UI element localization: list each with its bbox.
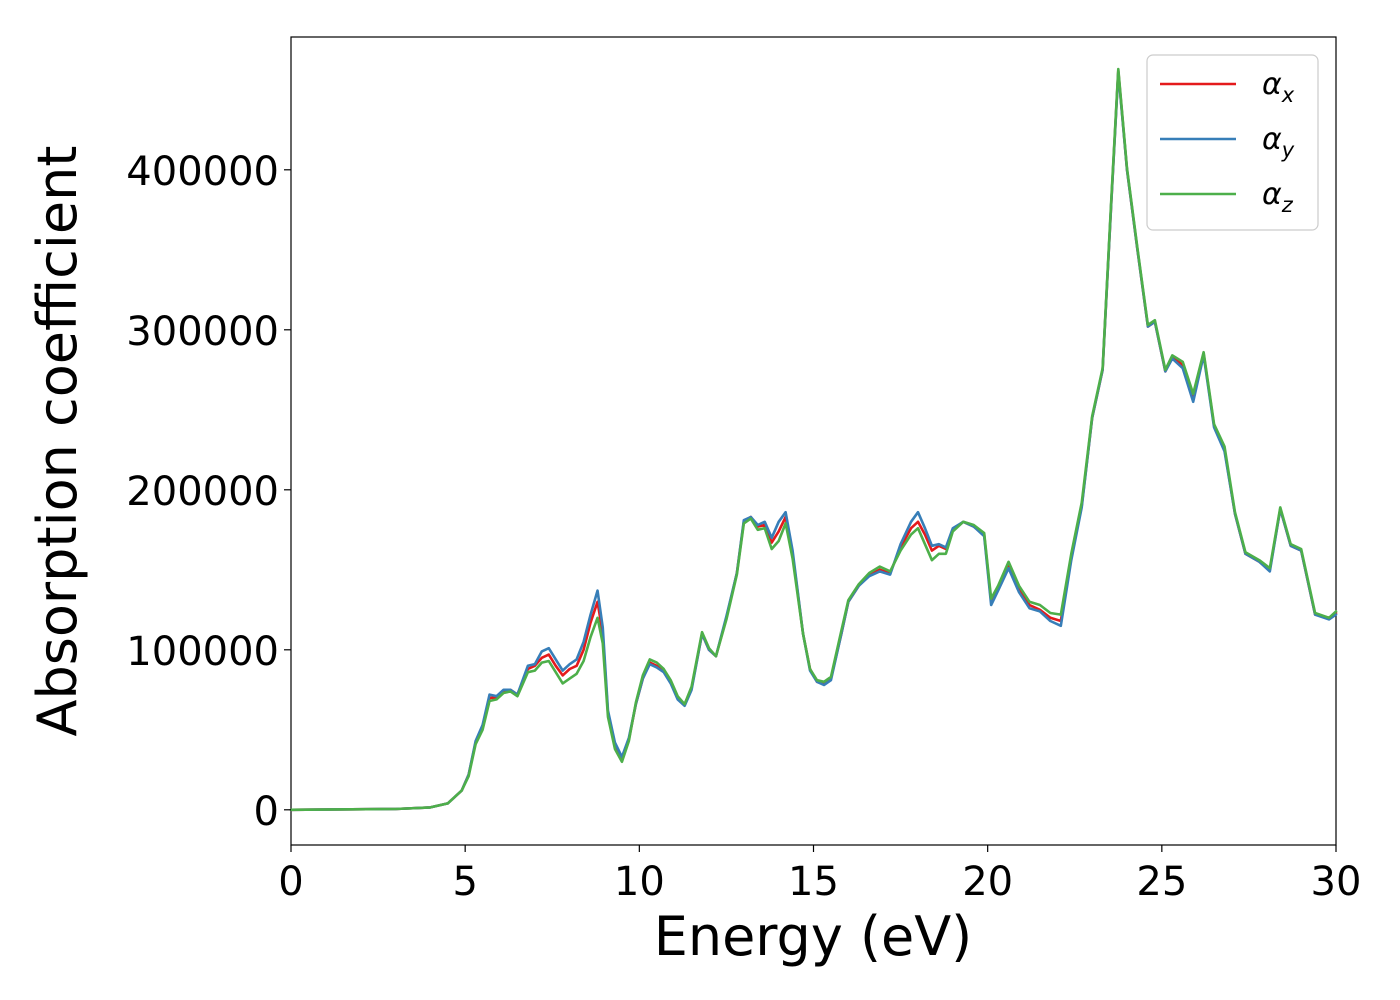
x-axis-ticks: 0 5 10 15 20 25 30 <box>278 845 1361 905</box>
series-line-alpha-y <box>289 70 1338 812</box>
x-tick-label: 15 <box>788 859 839 905</box>
x-tick-label: 20 <box>962 859 1013 905</box>
y-tick-label: 400000 <box>126 149 279 195</box>
y-tick-label: 300000 <box>126 309 279 355</box>
y-tick-label: 100000 <box>126 629 279 675</box>
legend-label-alpha-z: αz <box>1262 177 1294 217</box>
y-tick-label: 0 <box>254 789 279 835</box>
x-tick-label: 0 <box>278 859 303 905</box>
series-lines <box>289 67 1338 812</box>
x-tick-label: 5 <box>452 859 477 905</box>
x-axis-label: Energy (eV) <box>654 905 973 968</box>
legend-label-alpha-x: αx <box>1262 67 1295 107</box>
y-axis-ticks: 0 100000 200000 300000 400000 <box>126 149 291 835</box>
x-tick-label: 30 <box>1311 859 1362 905</box>
y-tick-label: 200000 <box>126 469 279 515</box>
y-axis-label: Absorption coefficient <box>26 146 89 737</box>
legend: αx αy αz <box>1146 54 1319 231</box>
legend-frame <box>1146 54 1319 231</box>
series-line-alpha-z <box>289 67 1338 812</box>
legend-label-alpha-y: αy <box>1262 122 1295 162</box>
x-tick-label: 25 <box>1136 859 1187 905</box>
x-tick-label: 10 <box>614 859 665 905</box>
